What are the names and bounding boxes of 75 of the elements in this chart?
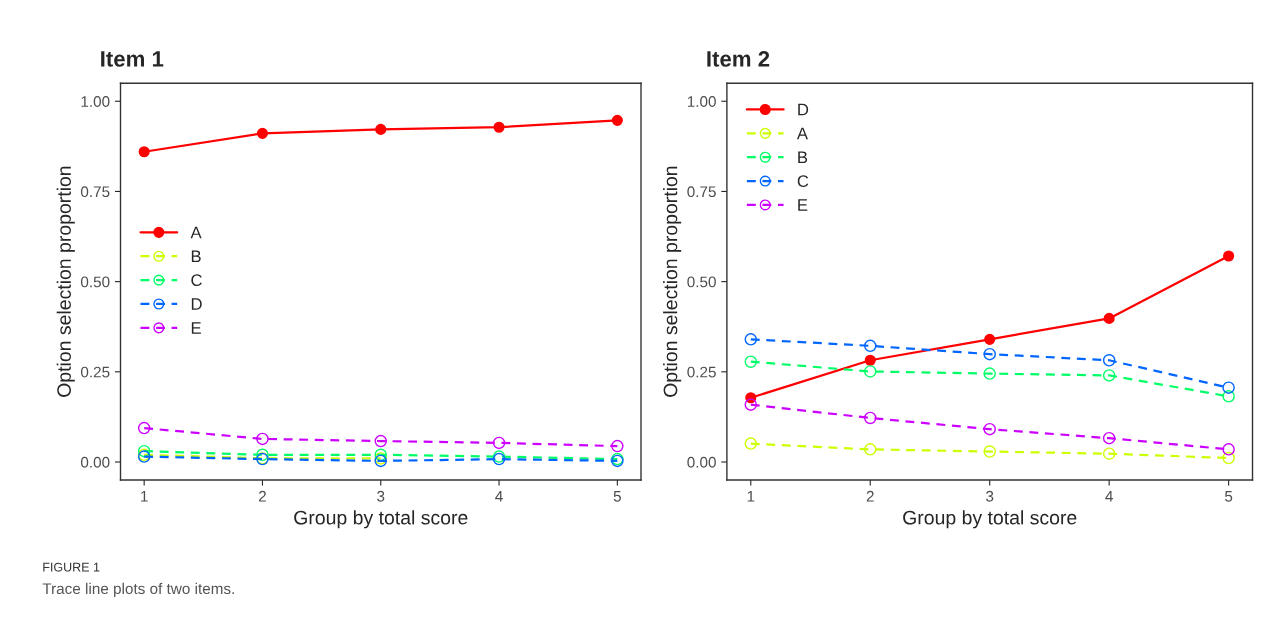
x-tick-label: 2 [258,490,266,502]
point [493,121,505,133]
point [1222,381,1235,394]
y-tick-label: 0.25 [80,366,110,378]
point [983,367,996,380]
x-tick-label: 4 [1105,491,1113,502]
x-axis-title: Group by total score [903,510,1077,529]
point [984,333,996,345]
y-tick-label: 1.00 [687,96,716,107]
point [1223,250,1235,262]
y-axis-title: Option selection proportion [56,166,75,397]
point [1222,443,1235,456]
point [375,123,387,135]
x-tick-label: 5 [613,491,621,502]
point [863,411,877,425]
point [863,443,877,456]
legend-label: B [798,151,808,164]
y-tick-label: 0.00 [80,456,110,468]
chart-title: Item 2 [707,51,770,67]
point [744,333,758,346]
y-tick-label: 0.75 [80,186,110,198]
text: Trace line plots of two items. [42,582,234,598]
point [744,355,758,368]
point [611,439,624,453]
y-tick-label: 0.00 [687,456,716,468]
point [864,354,876,366]
point [863,365,877,378]
point [1222,451,1235,465]
legend-label: C [797,175,809,188]
x-tick-label: 5 [1224,491,1233,502]
point [374,448,388,462]
legend-label: C [191,274,202,287]
legend-label: A [796,127,808,140]
point [863,339,877,353]
x-axis-title: Group by total score [294,510,468,529]
chart-title: Item 1 [101,51,164,67]
x-tick-label: 3 [986,490,994,502]
legend-label: D [798,103,809,116]
legend-label: E [798,199,808,211]
legend-label: E [191,322,201,334]
point [256,127,269,139]
x-tick-label: 4 [495,491,503,502]
point [256,448,269,462]
legend-label: B [191,250,201,263]
x-tick-label: 3 [377,490,385,502]
point [1102,369,1116,382]
point [1102,354,1116,367]
legend-label: A [190,226,202,239]
point [983,422,996,436]
point [611,114,623,126]
point [1102,431,1116,445]
point [983,347,996,361]
point [138,146,150,158]
point [137,444,151,458]
point [1103,312,1115,324]
point [1222,390,1235,403]
x-tick-label: 1 [141,491,148,502]
point [1102,447,1116,460]
y-axis-title: Option selection proportion [663,166,682,397]
x-tick-label: 2 [866,490,874,502]
y-tick-label: 0.75 [687,186,716,198]
point [744,437,758,450]
y-tick-label: 1.00 [81,96,110,107]
point [256,432,269,446]
point [374,434,388,448]
x-tick-label: 1 [747,491,755,502]
y-tick-label: 0.50 [687,276,716,288]
legend-label: D [191,298,202,310]
point [492,436,506,450]
caption: FIGURE 1 [43,562,100,572]
y-tick-label: 0.25 [687,366,716,378]
point [983,445,996,458]
y-tick-label: 0.50 [80,276,110,288]
point [137,421,151,435]
point [744,398,758,411]
